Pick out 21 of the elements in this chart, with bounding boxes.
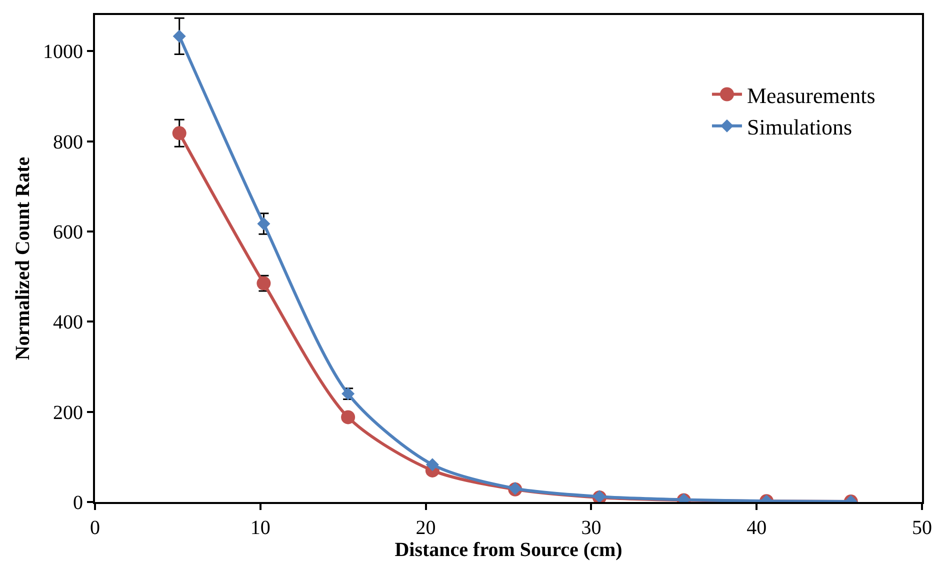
x-tick-label: 50 — [912, 517, 932, 539]
x-axis-title: Distance from Source (cm) — [394, 539, 622, 561]
y-tick-label: 800 — [53, 131, 83, 154]
y-tick-label: 1000 — [43, 41, 83, 64]
x-tick-label: 10 — [250, 517, 270, 539]
point — [341, 410, 356, 424]
legend-label: Simulations — [746, 114, 852, 140]
y-axis-title: Normalized Count Rate — [12, 156, 34, 360]
legend-label: Measurements — [746, 82, 876, 108]
y-tick-label: 400 — [53, 312, 83, 334]
y-tick-label: 600 — [53, 221, 83, 244]
y-tick-label: 0 — [73, 492, 83, 514]
point — [172, 30, 186, 43]
y-tick-label: 200 — [53, 402, 83, 424]
x-tick-label: 20 — [416, 517, 436, 539]
point — [172, 126, 186, 140]
x-tick-label: 40 — [746, 517, 767, 539]
x-tick-label: 30 — [581, 517, 602, 539]
point — [257, 217, 270, 230]
point — [426, 458, 439, 472]
x-tick-label: 0 — [90, 517, 100, 539]
